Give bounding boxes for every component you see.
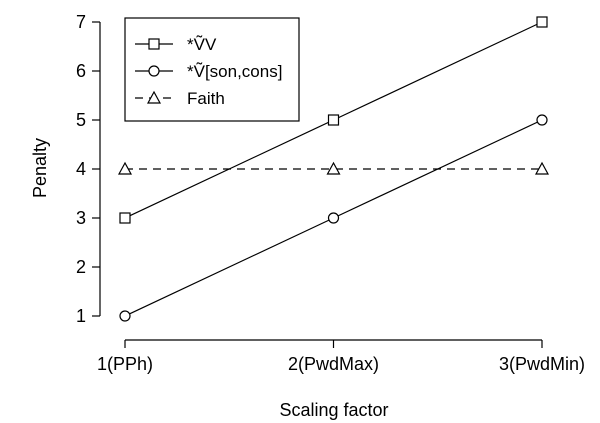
data-point (117, 161, 133, 175)
y-tick-label: 5 (76, 110, 86, 130)
series-square (119, 16, 548, 224)
x-tick-label: 2(PwdMax) (288, 354, 379, 374)
data-point (327, 114, 340, 126)
y-tick-label: 1 (76, 306, 86, 326)
x-axis-label: Scaling factor (279, 400, 388, 420)
series-layer (117, 16, 550, 322)
y-axis-label: Penalty (30, 138, 50, 198)
legend-marker (148, 38, 160, 50)
data-point (536, 16, 548, 28)
data-point (326, 161, 341, 175)
y-tick-label: 6 (76, 61, 86, 81)
data-point (534, 161, 550, 175)
legend-item: *Ṽ[son,cons] (135, 62, 282, 81)
legend-marker (146, 90, 162, 104)
legend-marker (148, 65, 160, 77)
x-tick-label: 1(PPh) (97, 354, 153, 374)
legend-item: *ṼV (135, 35, 217, 54)
y-axis: 1 2 3 4 5 6 7 (76, 12, 101, 326)
series-circle (119, 114, 548, 322)
data-point (119, 310, 131, 322)
legend-label: *ṼV (187, 35, 217, 54)
series-triangle (117, 161, 550, 175)
data-point (536, 114, 548, 126)
legend: *ṼV *Ṽ[son,cons] Faith (124, 17, 300, 122)
x-axis: 1(PPh) 2(PwdMax) 3(PwdMin) (97, 339, 585, 374)
x-tick-label: 3(PwdMin) (499, 354, 585, 374)
y-tick-label: 3 (76, 208, 86, 228)
legend-item: Faith (135, 89, 225, 108)
legend-label: *Ṽ[son,cons] (187, 62, 282, 81)
data-point (119, 212, 131, 224)
y-tick-label: 4 (76, 159, 86, 179)
y-tick-label: 7 (76, 12, 86, 32)
data-point (327, 212, 340, 224)
y-tick-label: 2 (76, 257, 86, 277)
legend-label: Faith (187, 89, 225, 108)
